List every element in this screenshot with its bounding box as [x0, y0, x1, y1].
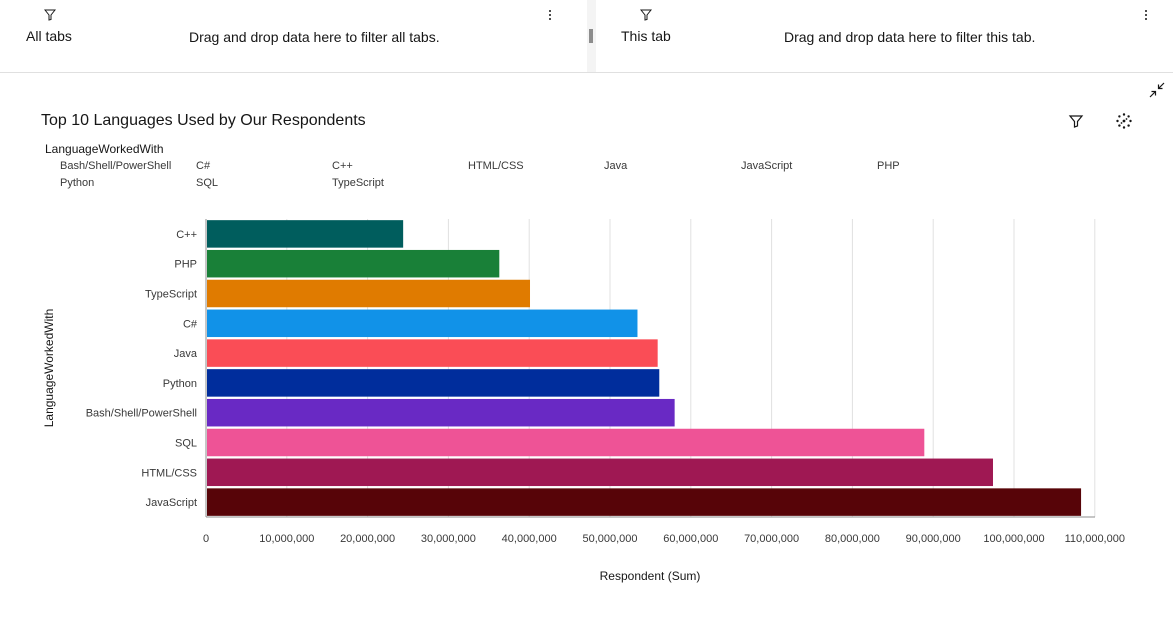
chart-title: Top 10 Languages Used by Our Respondents: [41, 112, 366, 129]
y-tick-label: PHP: [174, 259, 197, 271]
x-tick-label: 10,000,000: [259, 533, 314, 545]
legend-item[interactable]: Python: [60, 177, 95, 189]
y-tick-label: TypeScript: [145, 289, 197, 301]
x-tick-label: 50,000,000: [582, 533, 637, 545]
legend-item[interactable]: JavaScript: [741, 160, 793, 172]
this-tab-drop-hint: Drag and drop data here to filter this t…: [784, 29, 1036, 45]
all-tabs-filter-pane[interactable]: All tabs Drag and drop data here to filt…: [0, 0, 587, 72]
filter-bar: All tabs Drag and drop data here to filt…: [0, 0, 1173, 73]
x-tick-label: 110,000,000: [1065, 533, 1125, 545]
overflow-menu-icon[interactable]: [548, 9, 552, 23]
bar[interactable]: [207, 220, 404, 248]
x-axis-title: Respondent (Sum): [600, 569, 701, 583]
legend-item[interactable]: C#: [196, 160, 211, 172]
legend-item[interactable]: TypeScript: [332, 177, 384, 189]
x-tick-label: 40,000,000: [502, 533, 557, 545]
y-tick-label: SQL: [175, 438, 197, 450]
y-tick-label: Java: [174, 348, 198, 360]
all-tabs-drop-hint: Drag and drop data here to filter all ta…: [189, 29, 440, 45]
bar[interactable]: [207, 369, 660, 397]
all-tabs-label: All tabs: [26, 28, 72, 44]
legend-item[interactable]: Java: [604, 160, 628, 172]
legend-item[interactable]: SQL: [196, 177, 219, 189]
x-tick-label: 0: [203, 533, 209, 545]
y-tick-label: HTML/CSS: [141, 467, 197, 479]
bar[interactable]: [207, 428, 925, 457]
dots-circle-icon[interactable]: [1115, 112, 1133, 130]
bar[interactable]: [207, 488, 1082, 516]
x-tick-label: 60,000,000: [663, 533, 718, 545]
funnel-icon: [44, 9, 56, 21]
legend-item[interactable]: HTML/CSS: [468, 160, 524, 172]
y-tick-label: C++: [176, 229, 197, 241]
y-axis-title: LanguageWorkedWith: [42, 309, 56, 428]
funnel-icon: [640, 9, 652, 21]
legend-title: LanguageWorkedWith: [45, 142, 164, 156]
legend-item[interactable]: Bash/Shell/PowerShell: [60, 160, 172, 172]
legend-item[interactable]: C++: [332, 160, 353, 172]
legend-item[interactable]: PHP: [877, 160, 900, 172]
y-tick-label: Python: [163, 378, 197, 390]
y-tick-label: JavaScript: [146, 497, 197, 509]
this-tab-filter-pane[interactable]: This tab Drag and drop data here to filt…: [596, 0, 1173, 72]
y-tick-label: C#: [183, 318, 198, 330]
x-tick-label: 20,000,000: [340, 533, 395, 545]
x-tick-label: 30,000,000: [421, 533, 476, 545]
bar[interactable]: [207, 339, 658, 367]
overflow-menu-icon[interactable]: [1144, 9, 1148, 23]
bar[interactable]: [207, 458, 993, 487]
x-tick-label: 90,000,000: [906, 533, 961, 545]
y-tick-label: Bash/Shell/PowerShell: [86, 408, 197, 420]
x-tick-label: 70,000,000: [744, 533, 799, 545]
x-tick-label: 100,000,000: [983, 533, 1044, 545]
filter-icon[interactable]: [1067, 112, 1085, 130]
this-tab-label: This tab: [621, 28, 671, 44]
resize-handle[interactable]: [589, 29, 593, 43]
bar[interactable]: [207, 309, 638, 338]
bar[interactable]: [207, 279, 531, 308]
collapse-icon[interactable]: [1148, 81, 1166, 99]
bar[interactable]: [207, 249, 500, 278]
x-tick-label: 80,000,000: [825, 533, 880, 545]
bar[interactable]: [207, 398, 675, 427]
